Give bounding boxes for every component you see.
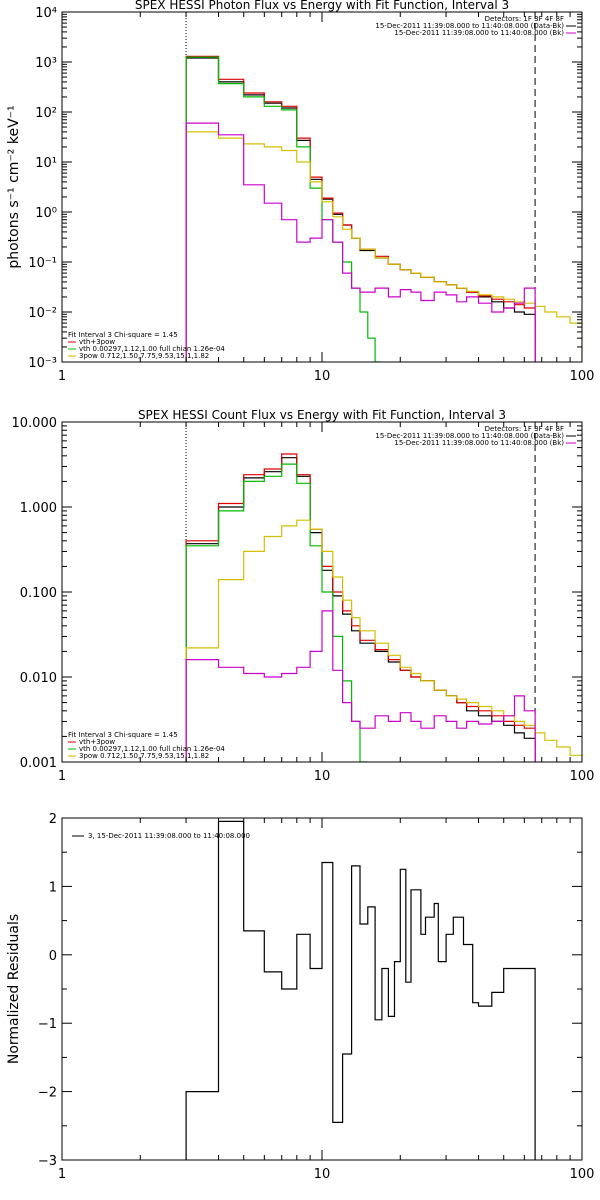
- x-tick-label: 1: [58, 769, 66, 784]
- y-tick-label: 10.000: [12, 416, 58, 431]
- y-tick-label: −1: [38, 1017, 57, 1032]
- y-tick-label: 2: [49, 812, 57, 827]
- legend-text: Detectors: 1F 3F 4F 8F: [485, 425, 564, 433]
- y-tick-label: 10¹: [35, 156, 57, 171]
- chart-title: SPEX HESSI Photon Flux vs Energy with Fi…: [135, 0, 509, 12]
- x-tick-label: 10: [314, 769, 331, 784]
- y-tick-label: 10⁻³: [28, 356, 57, 371]
- series-1-line: [185, 820, 536, 1160]
- legend-text: vth+3pow: [79, 738, 115, 746]
- y-tick-label: 0: [49, 949, 57, 964]
- legend-text: vth 0.00297,1.12,1.00 full chian 1.26e-0…: [79, 345, 225, 353]
- series-5-line: [185, 122, 536, 362]
- series-5-line: [185, 610, 536, 762]
- series-3-line: [185, 463, 368, 762]
- legend-text: 15-Dec-2011 11:39:08.000 to 11:40:08.000…: [375, 22, 564, 30]
- legend-text: 15-Dec-2011 11:39:08.000 to 11:40:08.000…: [394, 439, 564, 447]
- chart-panel-1: 1 10 100 10⁻³ 10⁻² 10⁻¹ 10⁰ 10¹ 10² 10³ 10⁴ SPEX HE…: [6, 0, 594, 384]
- y-tick-label: 1: [49, 880, 57, 895]
- y-tick-label: −2: [38, 1086, 57, 1101]
- legend-text: 3, 15-Dec-2011 11:39:08.000 to 11:40:08.…: [88, 832, 250, 840]
- y-tick-label: 10³: [35, 56, 57, 71]
- series-4-line: [185, 131, 582, 362]
- y-tick-label: −3: [38, 1154, 57, 1169]
- legend-text: 3pow 0.712,1.50,7.75,9.53,15.1,1.82: [79, 352, 209, 360]
- legend-text: vth 0.00297,1.12,1.00 full chian 1.26e-0…: [79, 745, 225, 753]
- legend-text: Fit Interval 3 Chi-square = 1.45: [68, 331, 178, 339]
- y-tick-label: 10²: [35, 106, 57, 121]
- legend-text: 3pow 0.712,1.50,7.75,9.53,15.1,1.82: [79, 752, 209, 760]
- series-2-line: [185, 55, 536, 362]
- chart-title: SPEX HESSI Count Flux vs Energy with Fit…: [138, 408, 506, 422]
- y-axis-label: Normalized Residuals: [6, 914, 22, 1064]
- x-tick-label: 1: [58, 369, 66, 384]
- y-tick-label: 0.010: [20, 671, 57, 686]
- series-4-line: [185, 519, 582, 762]
- legend-text: Fit Interval 3 Chi-square = 1.45: [68, 731, 178, 739]
- x-tick-label: 100: [570, 1167, 595, 1182]
- legend-text: 15-Dec-2011 11:39:08.000 to 11:40:08.000…: [394, 29, 564, 37]
- y-axis-label: photons s⁻¹ cm⁻² keV⁻¹: [6, 105, 22, 268]
- series-3-line: [185, 56, 382, 362]
- legend-text: vth+3pow: [79, 338, 115, 346]
- x-tick-label: 10: [314, 369, 331, 384]
- y-tick-label: 10⁻²: [28, 306, 57, 321]
- x-tick-label: 1: [58, 1167, 66, 1182]
- y-tick-label: 0.100: [20, 586, 57, 601]
- legend-text: 15-Dec-2011 11:39:08.000 to 11:40:08.000…: [375, 432, 564, 440]
- y-tick-label: 1.000: [20, 501, 57, 516]
- series-1-line: [185, 57, 536, 362]
- legend-text: Detectors: 1F 3F 4F 8F: [485, 15, 564, 23]
- y-tick-label: 10⁰: [35, 206, 57, 221]
- chart-panel-2: 1 10 100 0.001 0.010 0.100 1.000 10.000 SPEX HES…: [12, 408, 595, 784]
- x-tick-label: 100: [570, 769, 595, 784]
- y-tick-label: 10⁴: [35, 6, 57, 21]
- x-tick-label: 10: [314, 1167, 331, 1182]
- chart-panel-3: 1 10 100 −3 −2 −1 0 1 2 Normalized Residuals 3, 15…: [6, 812, 594, 1182]
- y-tick-label: 10⁻¹: [28, 256, 57, 271]
- y-tick-label: 0.001: [20, 756, 57, 771]
- x-tick-label: 100: [570, 369, 595, 384]
